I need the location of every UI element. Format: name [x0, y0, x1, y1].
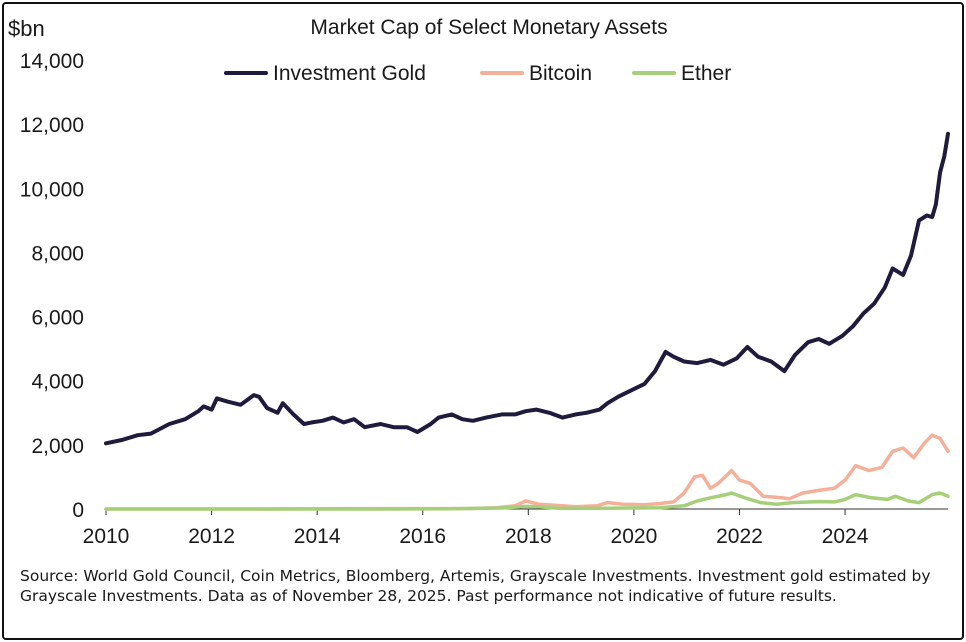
- y-tick-label: 4,000: [31, 371, 84, 394]
- y-tick-label: 6,000: [31, 307, 84, 330]
- x-axis: 2010 2012 2014 2016 2018 2020 2022 2024: [83, 508, 948, 548]
- legend-label: Bitcoin: [529, 62, 592, 85]
- plot-area: [104, 131, 950, 511]
- line-chart: $bn Market Cap of Select Monetary Assets…: [8, 16, 950, 548]
- x-tick-label: 2014: [294, 525, 341, 548]
- x-tick-label: 2024: [822, 525, 869, 548]
- x-tick-label: 2012: [188, 525, 235, 548]
- y-tick-label: 8,000: [31, 242, 84, 265]
- x-tick-label: 2022: [716, 525, 763, 548]
- series-line-bitcoin: [104, 433, 950, 511]
- y-axis-unit-label: $bn: [8, 16, 45, 41]
- y-tick-label: 10,000: [20, 178, 84, 201]
- x-tick-label: 2010: [83, 525, 130, 548]
- legend: Investment Gold Bitcoin Ether: [224, 62, 731, 85]
- series-line-investment-gold: [104, 131, 950, 446]
- y-tick-label: 14,000: [20, 50, 84, 73]
- y-tick-label: 12,000: [20, 114, 84, 137]
- x-tick-label: 2020: [611, 525, 658, 548]
- chart-title: Market Cap of Select Monetary Assets: [310, 16, 667, 39]
- series-line-ether: [104, 491, 950, 511]
- y-axis: 0 2,000 4,000 6,000 8,000 10,000 12,000 14,000: [20, 50, 84, 522]
- legend-label: Ether: [681, 62, 731, 85]
- y-tick-label: 0: [72, 499, 84, 522]
- x-tick-label: 2018: [505, 525, 552, 548]
- y-tick-label: 2,000: [31, 435, 84, 458]
- source-footnote: Source: World Gold Council, Coin Metrics…: [20, 567, 931, 605]
- legend-label: Investment Gold: [273, 62, 426, 85]
- x-tick-label: 2016: [399, 525, 446, 548]
